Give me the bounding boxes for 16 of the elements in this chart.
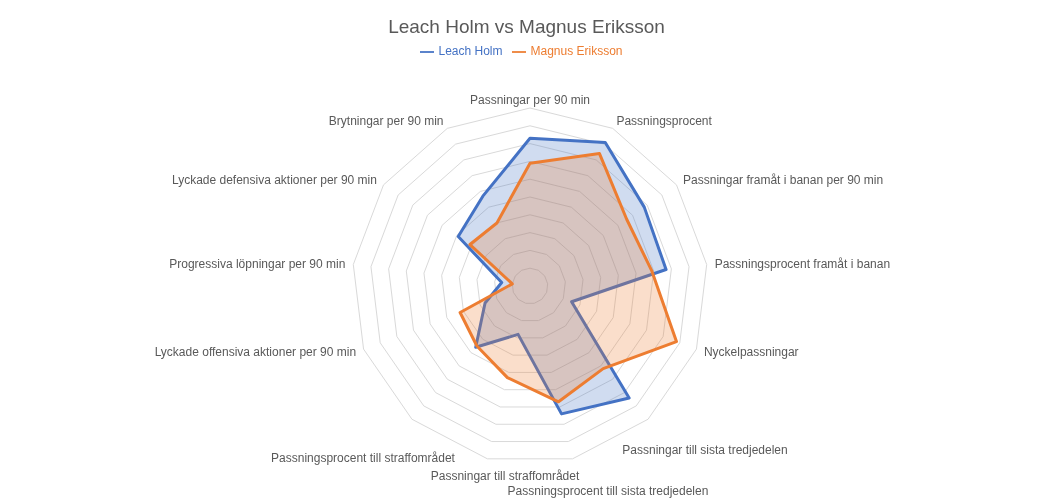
spoke-label: Passningsprocent till straffområdet	[271, 451, 456, 465]
chart-title: Leach Holm vs Magnus Eriksson	[387, 16, 666, 38]
spoke-label: Passningar till straffområdet	[430, 469, 580, 483]
spoke-label: Brytningar per 90 min	[328, 114, 444, 129]
spoke-label: Lyckade defensiva aktioner per 90 min	[171, 173, 377, 188]
spoke-label: Passningar framåt i banan per 90 min	[683, 173, 884, 188]
legend-label: Magnus Eriksson	[530, 44, 623, 58]
spoke-label: Lyckade offensiva aktioner per 90 min	[154, 344, 357, 359]
spoke-label: Nyckelpassningar	[703, 344, 799, 359]
spoke-label: Passningar till sista tredjedelen	[622, 443, 788, 457]
spoke-label: Passningar per 90 min	[469, 93, 591, 107]
spoke-label: Passningsprocent framåt i banan	[714, 256, 891, 271]
legend-label: Leach Holm	[438, 44, 503, 58]
spoke-label: Progressiva löpningar per 90 min	[169, 256, 346, 271]
spoke-label: Passningsprocent	[616, 114, 713, 129]
spoke-label: Passningsprocent till sista tredjedelen	[507, 484, 709, 498]
